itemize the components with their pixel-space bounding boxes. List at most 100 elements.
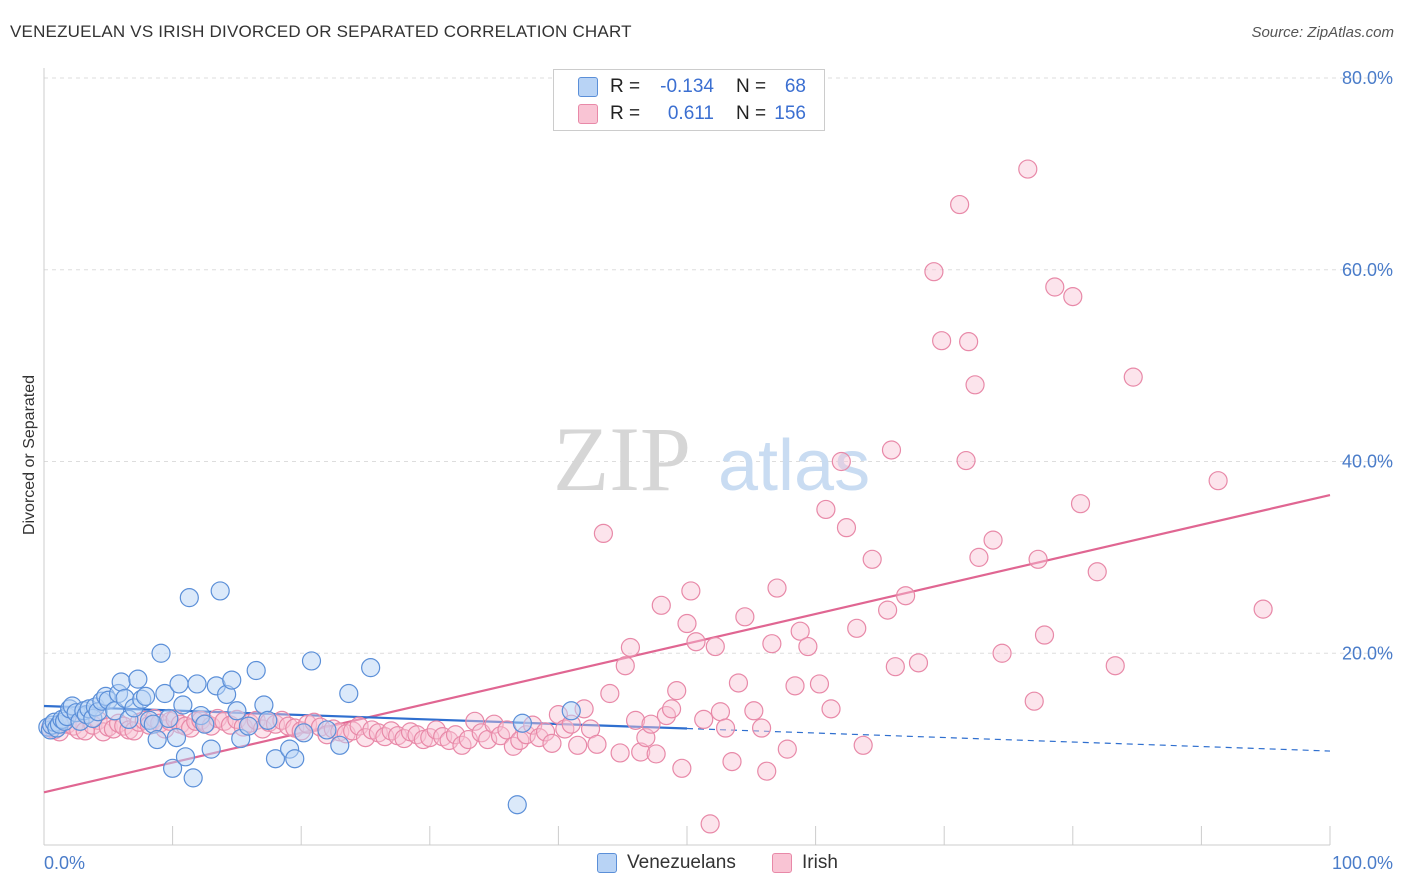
irish-point <box>1105 656 1125 676</box>
n-value: 156 <box>774 103 806 124</box>
venezuelan-point <box>195 714 215 734</box>
venezuelan-point <box>507 795 527 815</box>
y-tick-label: 40.0% <box>1342 452 1393 472</box>
venezuelan-point <box>317 720 337 740</box>
venezuelan-point <box>258 710 278 730</box>
gridlines <box>44 77 1392 654</box>
venezuelans-label: Venezuelans <box>627 852 736 873</box>
irish-point <box>924 262 944 282</box>
venezuelan-trend-extension <box>686 727 1331 752</box>
venezuelan-point <box>169 674 189 694</box>
irish-point <box>735 607 755 627</box>
venezuelan-point <box>147 729 167 750</box>
irish-point <box>620 637 641 658</box>
venezuelan-point <box>183 768 203 788</box>
irish-point <box>969 547 989 567</box>
irish-point <box>1253 599 1273 619</box>
y-tick-label: 60.0% <box>1342 260 1393 280</box>
y-axis-label: Divorced or Separated <box>21 375 38 535</box>
r-value: 0.611 <box>667 103 714 124</box>
irish-point <box>821 699 841 719</box>
y-tick-label: 20.0% <box>1342 643 1393 663</box>
irish-point <box>950 194 970 215</box>
n-value: 68 <box>784 76 806 97</box>
n-label: N = <box>736 76 767 97</box>
irish-point <box>1063 286 1083 307</box>
irish-point <box>908 653 929 673</box>
irish-point <box>831 451 851 472</box>
irish-point <box>836 518 857 538</box>
irish-point <box>965 375 985 395</box>
venezuelan-point <box>155 683 175 704</box>
venezuelan-point <box>301 651 322 671</box>
irish-point <box>445 725 466 745</box>
y-tick-label: 80.0% <box>1342 68 1393 88</box>
irish-label: Irish <box>802 852 838 873</box>
irish-point <box>785 676 805 696</box>
irish-point <box>542 733 562 753</box>
legend-item-venezuelans: Venezuelans <box>597 852 736 874</box>
irish-point <box>751 718 772 738</box>
irish-point <box>728 673 749 693</box>
venezuelan-point <box>111 672 131 692</box>
irish-point <box>705 636 725 657</box>
irish-point <box>715 718 736 738</box>
irish-point <box>700 814 720 834</box>
irish-point <box>615 656 635 676</box>
irish-point <box>1087 562 1107 582</box>
irish-swatch <box>578 104 598 124</box>
irish-point <box>983 530 1003 550</box>
venezuelan-point <box>227 701 247 721</box>
irish-point <box>681 581 701 601</box>
watermark-atlas: atlas <box>718 426 870 506</box>
venezuelan-point <box>179 588 199 608</box>
venezuelan-point <box>159 708 179 729</box>
irish-point <box>661 699 682 719</box>
venezuelan-point <box>173 695 193 715</box>
irish-point <box>465 711 485 731</box>
irish-point <box>798 636 818 657</box>
venezuelans-swatch <box>578 77 598 97</box>
irish-point <box>881 440 902 460</box>
irish-point <box>641 714 661 734</box>
legend-row-venezuelans: R = -0.134 N = 68 <box>578 74 806 100</box>
x-tick-label: 0.0% <box>44 853 85 873</box>
irish-swatch <box>772 853 792 873</box>
irish-point <box>992 643 1012 663</box>
irish-point <box>631 742 651 762</box>
venezuelan-points <box>38 581 581 815</box>
venezuelan-point <box>151 643 171 663</box>
venezuelan-point <box>201 739 221 759</box>
irish-point <box>853 735 873 755</box>
irish-point <box>1024 691 1044 711</box>
irish-point <box>1028 549 1048 569</box>
irish-point <box>593 523 614 544</box>
irish-point <box>896 586 916 606</box>
correlation-legend: R = -0.134 N = 68 R = 0.611 N = 156 <box>553 69 825 131</box>
watermark-zip: ZIP <box>553 408 691 510</box>
irish-point <box>744 701 764 721</box>
irish-point <box>878 600 898 620</box>
venezuelan-point <box>561 701 581 721</box>
irish-point <box>885 657 905 677</box>
watermark: ZIP atlas <box>553 408 870 510</box>
venezuelan-point <box>512 713 532 733</box>
irish-point <box>809 674 830 694</box>
venezuelan-point <box>135 686 156 706</box>
irish-point <box>355 728 376 748</box>
venezuelan-point <box>222 670 242 690</box>
irish-point <box>672 758 692 778</box>
axes <box>43 68 1331 846</box>
venezuelan-point <box>361 658 381 678</box>
irish-point <box>1208 471 1228 491</box>
venezuelan-point <box>163 758 183 778</box>
irish-point <box>677 613 697 634</box>
venezuelans-swatch <box>597 853 617 873</box>
irish-point <box>600 683 620 704</box>
irish-point <box>932 331 952 351</box>
venezuelan-point <box>166 728 187 748</box>
irish-point <box>959 332 979 352</box>
irish-point <box>757 761 777 781</box>
irish-point <box>762 634 782 654</box>
source-credit: Source: ZipAtlas.com <box>1251 24 1394 41</box>
